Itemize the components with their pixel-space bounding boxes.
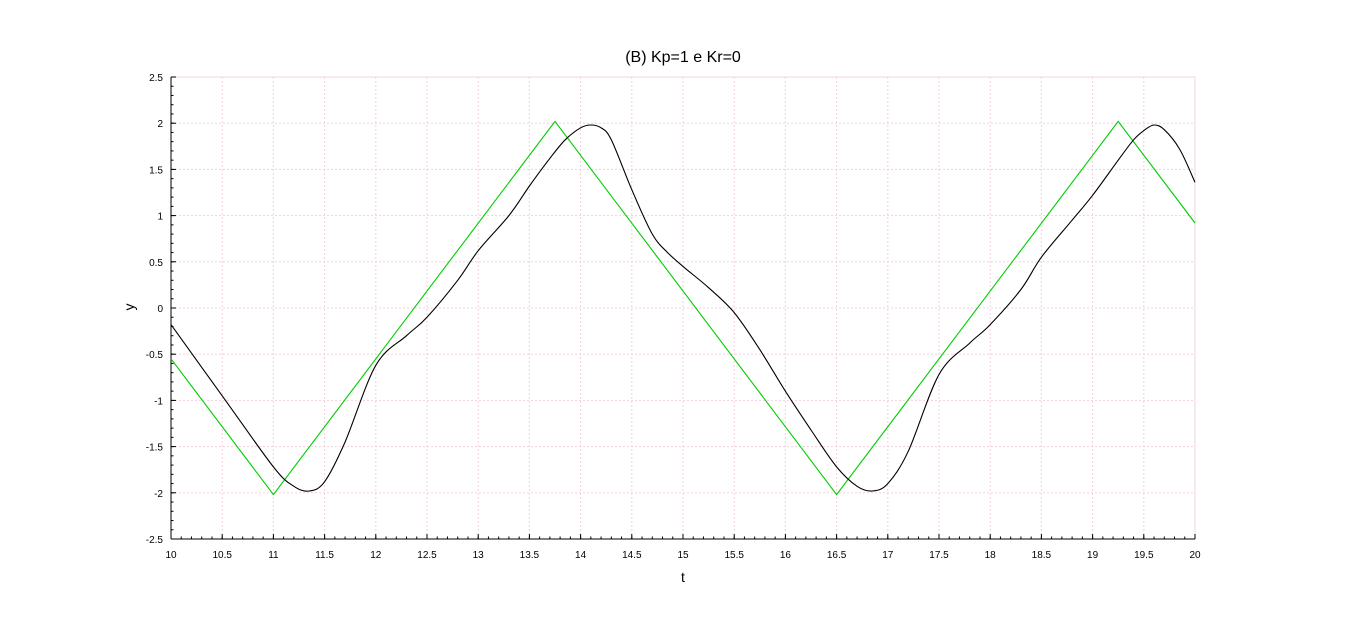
x-tick-label: 11.5	[315, 550, 334, 561]
series-group	[170, 120, 1196, 496]
x-tick-label: 13	[473, 550, 485, 561]
y-tick-label: -1.5	[146, 443, 164, 454]
y-tick-label: 0	[157, 304, 163, 315]
x-tick-label: 19	[1087, 550, 1099, 561]
x-tick-label: 11	[268, 550, 279, 561]
x-tick-label: 14.5	[622, 550, 642, 561]
y-tick-label: 1.5	[149, 165, 163, 176]
grid	[170, 76, 1196, 540]
x-tick-label: 18.5	[1032, 550, 1052, 561]
x-tick-label: 13.5	[520, 550, 540, 561]
chart-title: (B) Kp=1 e Kr=0	[625, 49, 741, 66]
series-line-2	[170, 124, 1196, 492]
ticks: 10 10.5 11 11.5 12 12.5 13 13.5 14 14.5 15 15.5 16 16…	[146, 73, 1201, 561]
x-tick-label: 18	[985, 550, 997, 561]
y-tick-label: -2	[154, 489, 163, 500]
y-axis-label: y	[121, 304, 137, 311]
x-tick-label: 17	[882, 550, 894, 561]
y-tick-label: -0.5	[146, 350, 164, 361]
series-line-1	[170, 120, 1196, 496]
y-tick-label: -2.5	[146, 535, 164, 546]
y-tick-label: 2	[157, 119, 163, 130]
x-tick-label: 19.5	[1134, 550, 1154, 561]
y-tick-label: 0.5	[149, 258, 163, 269]
x-tick-label: 16.5	[827, 550, 847, 561]
x-tick-label: 17.5	[929, 550, 949, 561]
y-tick-label: -1	[154, 396, 163, 407]
x-tick-label: 10	[165, 550, 177, 561]
x-tick-label: 14	[575, 550, 587, 561]
x-axis-label: t	[681, 569, 685, 585]
y-tick-label: 1	[157, 212, 163, 223]
x-tick-label: 15.5	[724, 550, 744, 561]
x-tick-label: 16	[780, 550, 792, 561]
x-tick-label: 12.5	[417, 550, 437, 561]
x-tick-label: 10.5	[212, 550, 232, 561]
x-tick-label: 15	[677, 550, 689, 561]
y-tick-label: 2.5	[149, 73, 163, 84]
x-tick-label: 12	[370, 550, 382, 561]
x-tick-label: 20	[1189, 550, 1201, 561]
